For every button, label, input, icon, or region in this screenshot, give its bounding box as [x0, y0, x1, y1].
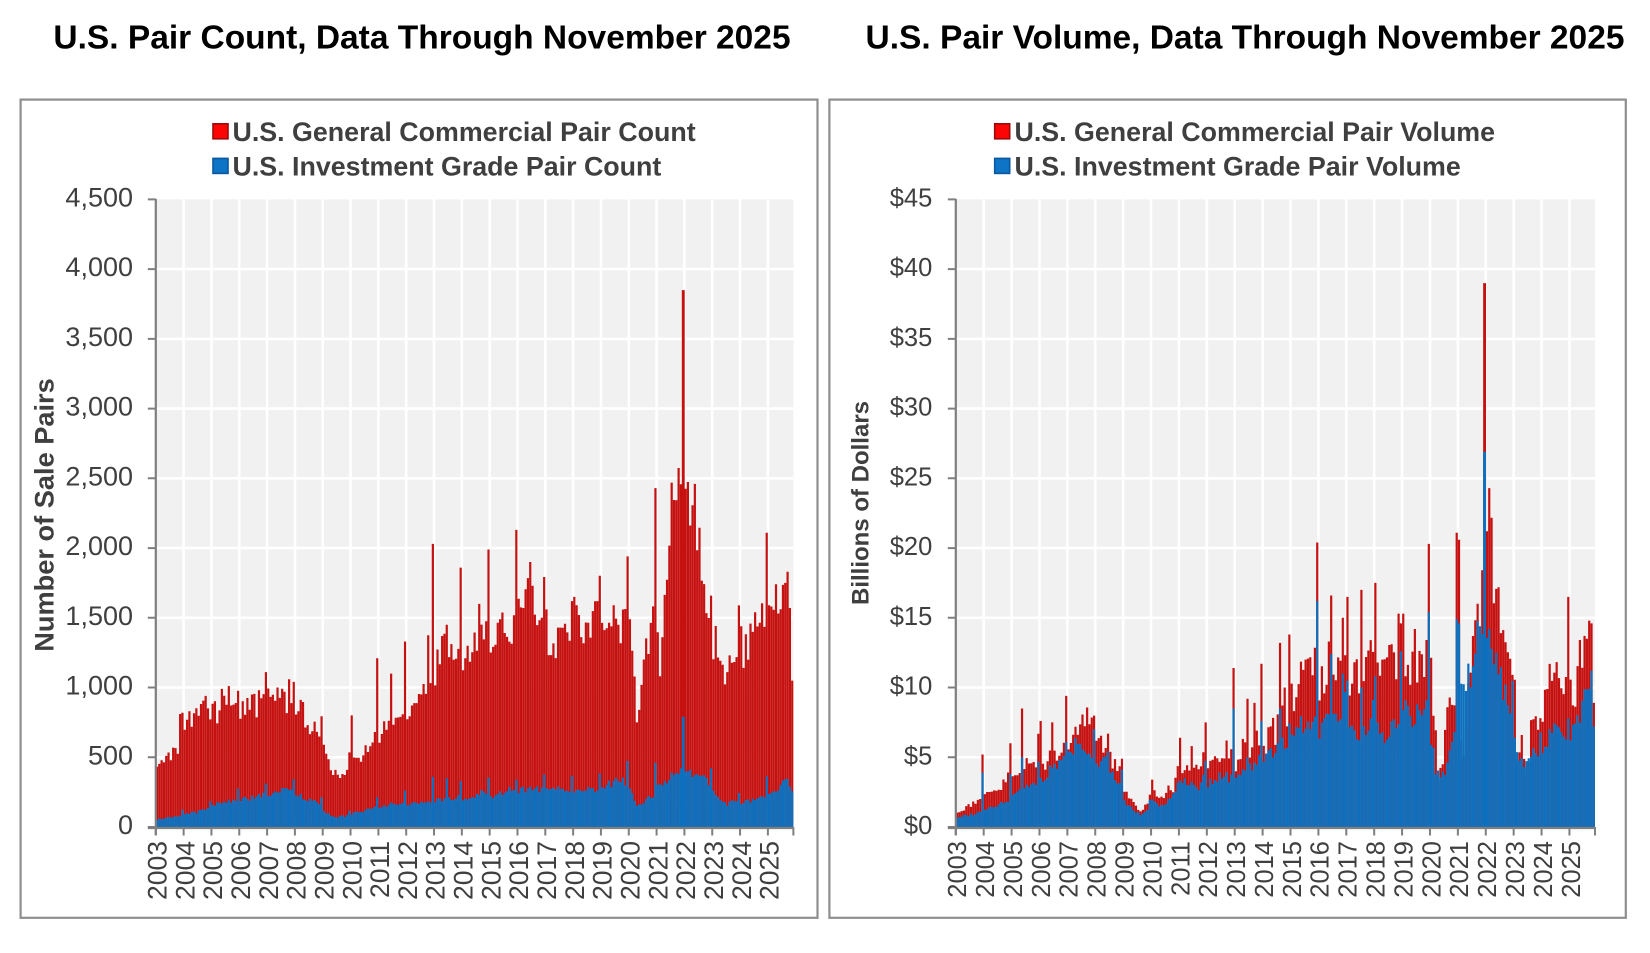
svg-text:2004: 2004: [972, 841, 1000, 898]
svg-text:2022: 2022: [1474, 841, 1502, 898]
svg-text:2019: 2019: [588, 841, 618, 900]
svg-text:$0: $0: [904, 812, 932, 840]
svg-text:2021: 2021: [1446, 841, 1474, 898]
svg-text:2009: 2009: [1112, 841, 1140, 898]
svg-text:2016: 2016: [504, 841, 534, 900]
svg-text:2017: 2017: [1335, 841, 1363, 898]
svg-text:U.S. General Commercial Pair C: U.S. General Commercial Pair Count: [233, 117, 696, 147]
svg-text:U.S. General Commercial Pair V: U.S. General Commercial Pair Volume: [1015, 117, 1496, 147]
svg-text:0: 0: [118, 810, 133, 840]
svg-text:1,500: 1,500: [65, 601, 133, 631]
svg-text:2012: 2012: [1195, 841, 1223, 898]
svg-text:2007: 2007: [1056, 841, 1084, 898]
svg-text:$45: $45: [890, 184, 933, 212]
svg-text:2015: 2015: [1279, 841, 1307, 898]
svg-text:$5: $5: [904, 742, 932, 770]
svg-text:$15: $15: [890, 603, 933, 631]
svg-text:2018: 2018: [560, 841, 590, 900]
svg-text:2006: 2006: [1028, 841, 1056, 898]
svg-text:2019: 2019: [1390, 841, 1418, 898]
svg-text:2010: 2010: [337, 841, 367, 900]
svg-text:2010: 2010: [1139, 841, 1167, 898]
svg-text:2015: 2015: [476, 841, 506, 900]
svg-text:U.S. Pair Volume, Data Through: U.S. Pair Volume, Data Through November …: [866, 20, 1625, 57]
svg-text:2018: 2018: [1363, 841, 1391, 898]
svg-text:2013: 2013: [421, 841, 451, 900]
svg-text:U.S. Pair Count, Data Through: U.S. Pair Count, Data Through November 2…: [53, 20, 790, 57]
svg-text:2020: 2020: [1418, 841, 1446, 898]
svg-text:2021: 2021: [643, 841, 673, 900]
svg-text:2006: 2006: [226, 841, 256, 900]
svg-text:1,000: 1,000: [65, 671, 133, 701]
svg-text:4,500: 4,500: [65, 182, 133, 212]
svg-text:2025: 2025: [755, 841, 785, 900]
svg-text:U.S. Investment Grade Pair Cou: U.S. Investment Grade Pair Count: [233, 152, 662, 182]
svg-text:2011: 2011: [1167, 841, 1195, 896]
svg-text:U.S. Investment Grade Pair Vol: U.S. Investment Grade Pair Volume: [1015, 152, 1461, 182]
svg-text:Billions of Dollars: Billions of Dollars: [848, 401, 875, 605]
svg-text:2023: 2023: [699, 841, 729, 900]
svg-text:$10: $10: [890, 673, 933, 701]
svg-text:$25: $25: [890, 463, 933, 491]
svg-text:2014: 2014: [449, 841, 479, 900]
svg-text:3,000: 3,000: [65, 392, 133, 422]
svg-text:2,000: 2,000: [65, 531, 133, 561]
svg-text:2003: 2003: [944, 841, 972, 898]
svg-text:2004: 2004: [170, 841, 200, 900]
svg-text:2007: 2007: [254, 841, 284, 900]
svg-text:2020: 2020: [616, 841, 646, 900]
svg-text:500: 500: [88, 740, 133, 770]
svg-text:2016: 2016: [1307, 841, 1335, 898]
svg-text:$35: $35: [890, 324, 933, 352]
svg-text:2005: 2005: [1000, 841, 1028, 898]
svg-text:2008: 2008: [282, 841, 312, 900]
svg-text:2011: 2011: [365, 841, 395, 898]
svg-text:2024: 2024: [1530, 841, 1558, 898]
svg-text:4,000: 4,000: [65, 252, 133, 282]
svg-text:2005: 2005: [198, 841, 228, 900]
svg-text:2023: 2023: [1502, 841, 1530, 898]
svg-text:2025: 2025: [1558, 841, 1586, 898]
svg-text:2009: 2009: [309, 841, 339, 900]
svg-text:3,500: 3,500: [65, 322, 133, 352]
svg-text:Number of Sale Pairs: Number of Sale Pairs: [28, 378, 59, 651]
svg-text:2,500: 2,500: [65, 461, 133, 491]
svg-text:2017: 2017: [532, 841, 562, 900]
svg-text:$30: $30: [890, 394, 933, 422]
svg-text:2024: 2024: [727, 841, 757, 900]
svg-text:2012: 2012: [393, 841, 423, 900]
svg-text:2013: 2013: [1223, 841, 1251, 898]
svg-text:2014: 2014: [1251, 841, 1279, 898]
svg-text:2008: 2008: [1084, 841, 1112, 898]
svg-text:$20: $20: [890, 533, 933, 561]
svg-text:2003: 2003: [143, 841, 173, 900]
svg-text:$40: $40: [890, 254, 933, 282]
svg-text:2022: 2022: [671, 841, 701, 900]
